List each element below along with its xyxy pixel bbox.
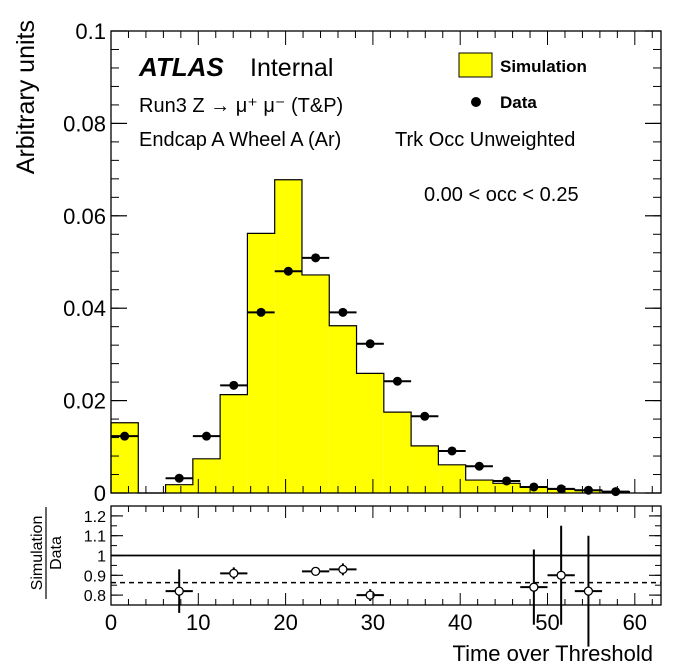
y-axis-label: Arbitrary units xyxy=(12,20,40,174)
simulation-bar xyxy=(465,480,493,493)
simulation-bar xyxy=(301,274,330,493)
data-point xyxy=(420,411,430,421)
data-point xyxy=(120,431,130,441)
ratio-panel: 0.8 0.9 1 1.1 1.2 0 10 20 30 40 50 60 xyxy=(84,505,662,647)
ratio-point xyxy=(529,582,539,592)
y-tick-label: 0.06 xyxy=(63,204,106,229)
data-point xyxy=(556,484,566,494)
data-point xyxy=(201,431,211,441)
simulation-bar xyxy=(247,233,275,493)
data-point xyxy=(229,380,239,390)
simulation-bar xyxy=(356,373,384,493)
data-point xyxy=(529,482,539,492)
simulation-bar xyxy=(274,179,302,493)
ratio-y-tick-label: 0.8 xyxy=(84,588,106,605)
simulation-bar xyxy=(411,445,439,493)
legend-simulation-label: Simulation xyxy=(500,57,587,76)
simulation-bar xyxy=(492,483,521,493)
ratio-y-tick-label: 1 xyxy=(97,549,106,566)
data-point xyxy=(256,307,266,317)
data-point xyxy=(311,253,321,263)
legend-data-marker xyxy=(471,97,481,107)
simulation-bar xyxy=(220,394,248,493)
ratio-y-tick-label: 0.9 xyxy=(84,568,106,585)
experiment-label: ATLAS xyxy=(138,52,224,82)
x-axis-label: Time over Threshold xyxy=(452,641,653,666)
ratio-point xyxy=(365,590,375,600)
labels: Arbitrary units ATLAS Internal Run3 Z → … xyxy=(12,20,653,666)
x-tick-label: 10 xyxy=(186,610,210,635)
data-point xyxy=(283,266,293,276)
experiment-status: Internal xyxy=(250,54,333,82)
variant-annotation: Trk Occ Unweighted xyxy=(395,129,575,151)
x-tick-label: 60 xyxy=(623,610,647,635)
y-tick-label: 0.08 xyxy=(63,111,106,136)
ratio-point xyxy=(338,564,348,575)
ratio-point xyxy=(583,586,594,596)
cut-annotation: 0.00 < occ < 0.25 xyxy=(424,184,579,206)
y-tick-label: 0.1 xyxy=(75,19,106,44)
simulation-bar xyxy=(165,484,193,493)
x-tick-label: 20 xyxy=(273,610,297,635)
ratio-y-label-denominator: Data xyxy=(48,536,65,570)
simulation-bar xyxy=(329,325,357,493)
y-tick-label: 0.02 xyxy=(63,389,106,414)
data-point xyxy=(174,473,184,483)
ratio-y-tick-label: 1.1 xyxy=(84,529,106,546)
ratio-y-label-numerator: Simulation xyxy=(29,516,46,591)
data-point xyxy=(338,307,348,317)
ratio-point xyxy=(310,566,321,576)
x-tick-label: 30 xyxy=(361,610,385,635)
legend-data-label: Data xyxy=(500,93,537,112)
main-frame xyxy=(110,30,662,494)
x-tick-label: 0 xyxy=(105,610,117,635)
ratio-point xyxy=(229,568,239,578)
main-panel: 0 0.02 0.04 0.06 0.08 0.1 xyxy=(63,19,662,506)
simulation-bar xyxy=(383,412,412,493)
y-tick-label: 0 xyxy=(94,481,106,506)
x-tick-label: 50 xyxy=(535,610,559,635)
ratio-point xyxy=(174,586,184,596)
data-point xyxy=(502,476,512,486)
data-point xyxy=(447,446,457,456)
ratio-point xyxy=(556,570,566,580)
data-point xyxy=(365,339,375,349)
data-point xyxy=(611,487,621,497)
x-tick-label: 40 xyxy=(448,610,472,635)
process-annotation: Run3 Z → μ⁺ μ⁻ (T&P) xyxy=(139,95,343,117)
data-point xyxy=(474,461,484,471)
region-annotation: Endcap A Wheel A (Ar) xyxy=(139,129,341,151)
data-point xyxy=(392,376,402,386)
ratio-y-tick-label: 1.2 xyxy=(84,509,106,526)
legend-simulation-swatch xyxy=(458,52,493,78)
ratio-y-label: Simulation Data xyxy=(29,507,65,599)
y-tick-label: 0.04 xyxy=(63,296,106,321)
